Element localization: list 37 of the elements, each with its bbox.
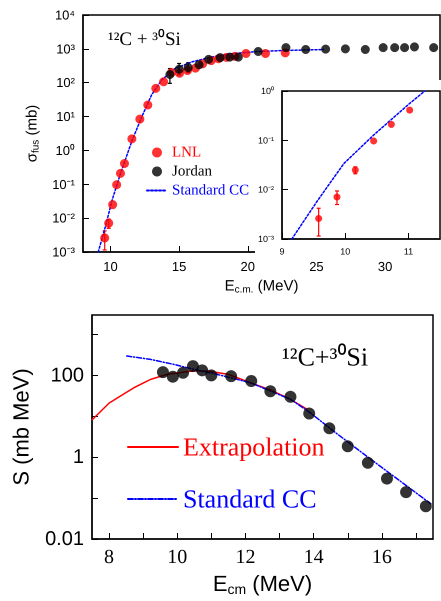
x-tick-label: 14	[304, 546, 324, 568]
x-tick-label: 25	[309, 259, 324, 274]
y-tick-label: 10⁰	[260, 86, 274, 96]
x-tick-label: 20	[240, 259, 256, 274]
x-tick-label: 30	[378, 259, 392, 274]
x-tick-label: 11	[404, 246, 414, 256]
y-tick-label: 0.01	[45, 528, 84, 550]
annotation: ¹²C + ³⁰Si	[108, 28, 181, 50]
legend-label: Standard CC	[183, 484, 317, 514]
y-tick-label: 10⁻¹	[258, 135, 274, 146]
x-tick-label: 15	[172, 259, 186, 274]
y-tick-label: 10⁻²	[258, 184, 274, 195]
x-tick-label: 10	[167, 546, 188, 568]
y-tick-label: 10⁻²	[52, 210, 76, 226]
x-tick-label: 10	[340, 246, 350, 256]
legend-label: Jordan	[172, 164, 212, 180]
y-tick-label: 10⁻³	[52, 244, 76, 260]
y-tick-label: 100	[50, 364, 84, 386]
annotation: ¹²C+³⁰Si	[282, 342, 368, 372]
y-tick-label: 10²	[56, 75, 76, 90]
legend-label: Extrapolation	[183, 432, 325, 462]
y-tick-label: 1	[72, 446, 84, 468]
x-tick-label: 9	[280, 246, 285, 256]
legend-label: Standard CC	[172, 182, 250, 198]
x-tick-label: 12	[235, 546, 256, 568]
y-axis-title: σfus (mb)	[24, 104, 42, 162]
legend-label: LNL	[172, 144, 202, 160]
y-tick-label: 10⁰	[56, 142, 75, 158]
y-tick-label: 10⁻³	[258, 234, 274, 244]
x-tick-label: 16	[372, 546, 392, 568]
x-tick-label: 8	[104, 546, 114, 568]
y-tick-label: 10³	[56, 41, 76, 56]
y-tick-label: 10⁴	[54, 8, 75, 22]
y-axis-title: S (mb MeV)	[8, 368, 34, 486]
y-tick-label: 10⁻¹	[52, 176, 76, 192]
x-tick-label: 10	[103, 259, 118, 274]
y-tick-label: 10¹	[56, 109, 76, 124]
